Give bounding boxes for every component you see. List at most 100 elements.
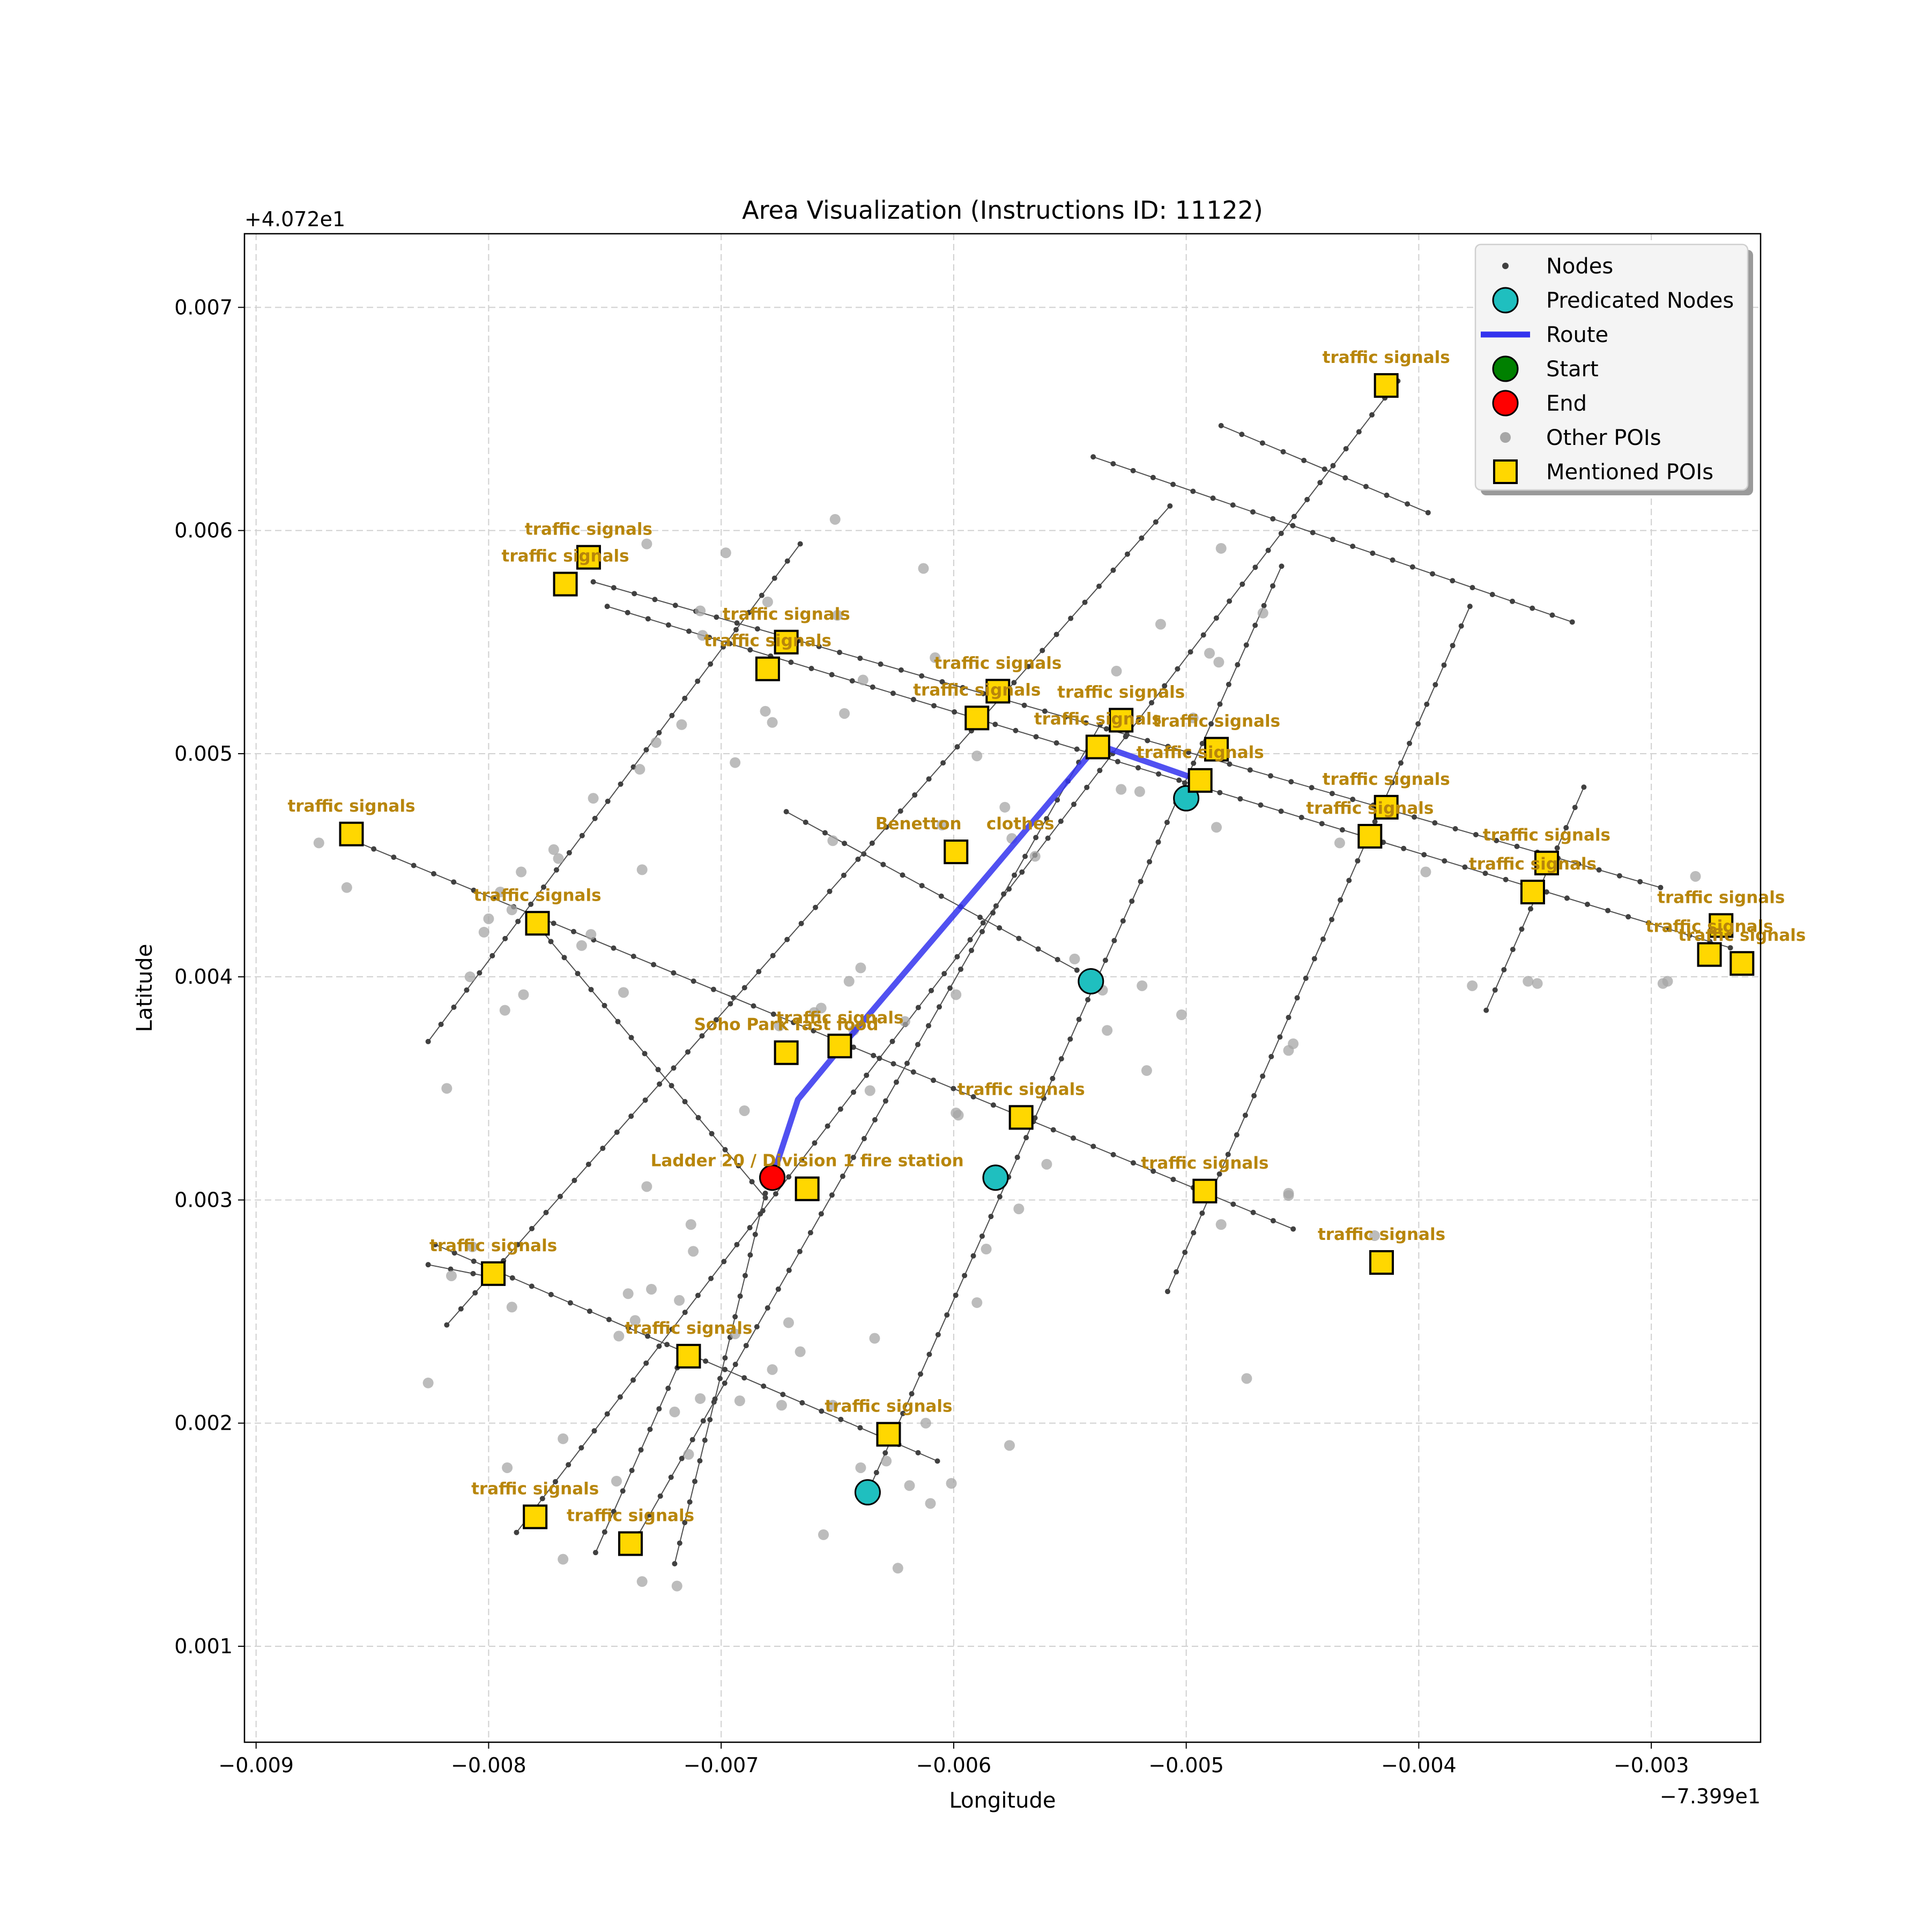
node-point	[1084, 784, 1090, 790]
node-point	[1350, 797, 1356, 802]
node-point	[746, 610, 752, 615]
node-point	[695, 1292, 701, 1298]
node-point	[643, 1360, 649, 1366]
node-point	[869, 840, 875, 846]
plot-frame	[243, 233, 1762, 1743]
node-point	[1294, 995, 1300, 1001]
node-point	[940, 760, 946, 766]
other-poi-point	[1241, 1373, 1252, 1384]
node-point	[1067, 1036, 1073, 1042]
node-point	[677, 1540, 682, 1546]
node-point	[642, 1097, 648, 1103]
other-poi-point	[1215, 1219, 1227, 1230]
node-point	[734, 620, 740, 626]
node-point	[1053, 740, 1059, 746]
legend-route-label: Route	[1546, 323, 1608, 347]
node-point	[432, 1242, 438, 1247]
node-point	[647, 1426, 653, 1432]
node-point	[1290, 523, 1296, 529]
node-point	[1450, 578, 1456, 584]
other-poi-point	[588, 793, 599, 804]
node-point	[1527, 906, 1533, 912]
other-poi-point	[1369, 1230, 1380, 1242]
other-poi-point	[776, 1400, 787, 1411]
mentioned-poi-label: traffic signals	[1137, 743, 1264, 762]
node-point	[602, 1529, 607, 1535]
node-point	[842, 841, 848, 846]
node-point	[1301, 457, 1307, 463]
node-point	[477, 970, 482, 976]
node-point	[1259, 440, 1265, 446]
node-point	[1124, 551, 1130, 557]
y-offset-text: +4.072e1	[244, 207, 345, 231]
node-point	[721, 1259, 727, 1265]
other-poi-point	[881, 1455, 892, 1467]
node-point	[909, 1391, 915, 1396]
node-point	[425, 1038, 431, 1044]
other-poi-point	[446, 1270, 457, 1281]
node-point	[775, 1286, 781, 1292]
mentioned-poi-label: traffic signals	[1646, 917, 1773, 937]
node-point	[1278, 531, 1284, 537]
node-point	[990, 910, 996, 916]
other-poi-point	[720, 547, 731, 559]
node-point	[898, 667, 904, 673]
node-point	[1234, 1132, 1239, 1138]
node-point	[509, 1275, 515, 1281]
mentioned-poi-label: traffic signals	[776, 1008, 903, 1028]
node-point	[1338, 897, 1343, 903]
node-point	[617, 1394, 623, 1400]
other-poi-point	[1204, 648, 1215, 659]
node-point	[1350, 544, 1356, 549]
node-point	[1356, 429, 1362, 435]
node-point	[1251, 1093, 1257, 1098]
node-point	[1572, 805, 1578, 811]
node-point	[751, 1003, 756, 1009]
node-point	[722, 1147, 728, 1153]
node-point	[816, 644, 822, 650]
other-poi-point	[629, 1315, 641, 1326]
other-poi-point	[695, 1393, 706, 1404]
mentioned-poi-marker	[1729, 951, 1755, 976]
y-axis-label: Latitude	[132, 944, 157, 1032]
node-point	[1401, 845, 1407, 851]
node-point	[771, 575, 777, 581]
other-poi-point	[676, 719, 687, 730]
mentioned-poi-label: traffic signals	[1034, 709, 1162, 729]
node-point	[797, 1249, 803, 1254]
mentioned-poi-label: traffic signals	[1483, 826, 1610, 845]
node-point	[861, 1135, 867, 1141]
node-point	[1001, 891, 1007, 897]
other-poi-point	[1069, 953, 1080, 964]
node-point	[919, 673, 925, 679]
node-point	[926, 776, 932, 782]
other-poi-point	[634, 764, 645, 775]
node-point	[1363, 484, 1369, 489]
node-point	[937, 1004, 942, 1010]
node-point	[1569, 619, 1575, 625]
node-point	[630, 954, 636, 960]
mentioned-poi-marker	[964, 705, 990, 731]
other-poi-point	[641, 538, 652, 549]
node-point	[707, 1417, 713, 1423]
node-point	[938, 893, 944, 899]
node-point	[878, 661, 884, 667]
mentioned-poi-marker	[576, 545, 601, 570]
node-point	[900, 872, 905, 878]
node-point	[1174, 1269, 1179, 1275]
node-point	[997, 925, 1003, 931]
other-poi-point	[674, 1295, 685, 1306]
mentioned-poi-marker	[525, 911, 550, 936]
other-poi-point	[478, 926, 489, 938]
node-point	[761, 1383, 767, 1389]
node-point	[1242, 1112, 1248, 1118]
street-edge	[427, 544, 801, 1042]
node-point	[803, 819, 808, 825]
node-point	[566, 1462, 571, 1468]
node-point	[611, 945, 617, 951]
other-poi-point	[1523, 976, 1534, 987]
mentioned-poi-marker	[1374, 794, 1399, 820]
node-point	[1110, 461, 1116, 467]
node-point	[1147, 859, 1153, 865]
